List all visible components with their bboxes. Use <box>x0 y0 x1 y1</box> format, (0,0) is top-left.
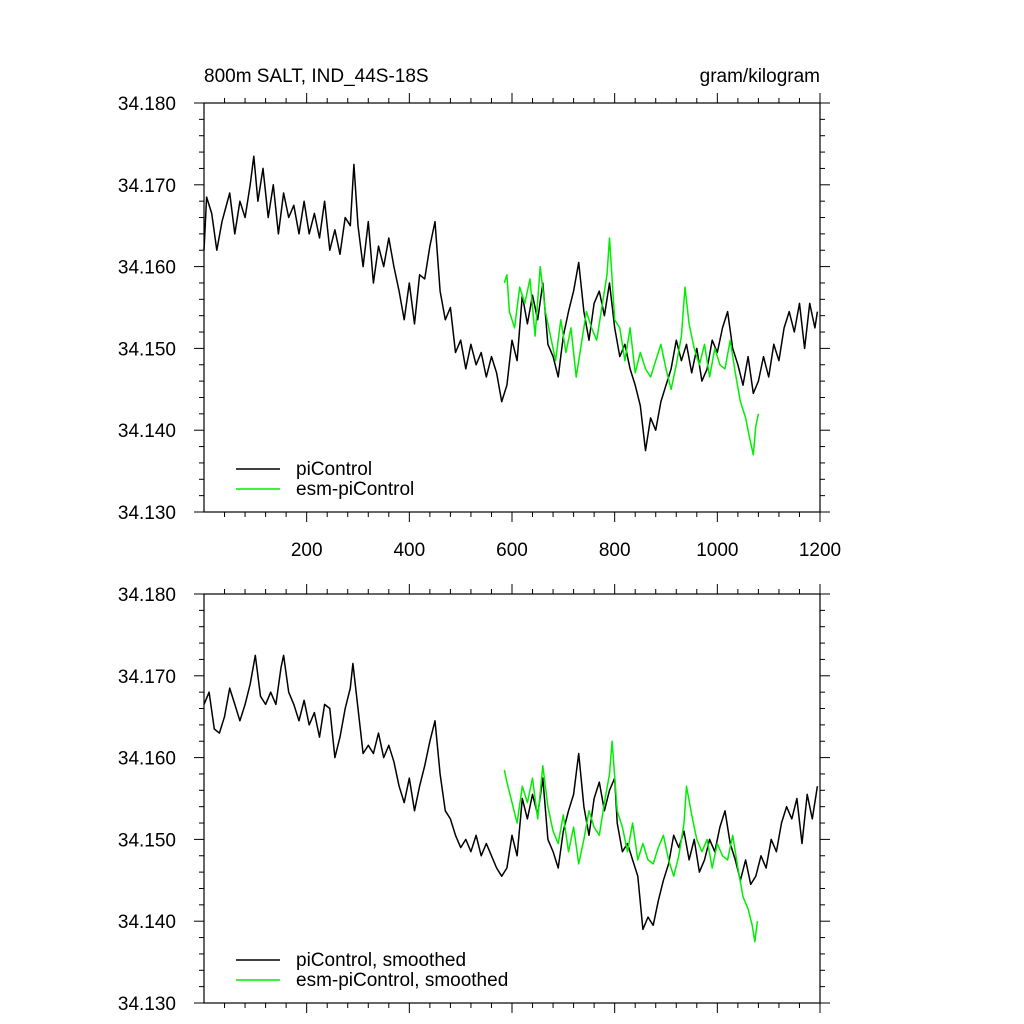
top-x-tick-label: 400 <box>393 540 425 561</box>
top-y-tick-label: 34.160 <box>118 258 176 279</box>
top-y-tick-label: 34.130 <box>118 503 176 524</box>
top-legend-label: piControl <box>296 459 372 480</box>
bottom-series-line-picontrol-smoothed <box>203 654 819 931</box>
top-y-tick-label: 34.170 <box>118 176 176 197</box>
top-series-line-esm-picontrol <box>503 237 760 456</box>
bottom-series-line-esm-picontrol-smoothed <box>503 740 759 943</box>
bottom-legend-label: piControl, smoothed <box>296 950 466 971</box>
bottom-y-tick-label: 34.150 <box>118 830 176 851</box>
bottom-y-tick-label: 34.170 <box>118 667 176 688</box>
top-x-tick-label: 200 <box>291 540 323 561</box>
top-series-line-picontrol <box>203 155 819 452</box>
top-x-tick-label: 600 <box>496 540 528 561</box>
top-x-tick-label: 800 <box>599 540 631 561</box>
top-panel: 200 400 600 800 1000 1200 34.130 34.140 34.150 34… <box>118 93 841 561</box>
top-plot-frame <box>203 102 821 513</box>
top-legend-label: esm-piControl <box>296 479 414 500</box>
bottom-y-tick-label: 34.140 <box>118 912 176 933</box>
bottom-y-tick-label: 34.160 <box>118 749 176 770</box>
bottom-legend-label: esm-piControl, smoothed <box>296 970 508 991</box>
bottom-y-tick-label: 34.180 <box>118 585 176 606</box>
top-y-tick-label: 34.180 <box>118 94 176 115</box>
bottom-plot-frame <box>203 593 821 1004</box>
bottom-y-tick-label: 34.130 <box>118 994 176 1015</box>
top-x-tick-label: 1000 <box>696 540 738 561</box>
top-y-tick-label: 34.140 <box>118 421 176 442</box>
title-left: 800m SALT, IND_44S-18S <box>204 66 429 87</box>
bottom-panel: 34.130 34.140 34.150 34.160 34.170 34.180 piCo… <box>118 584 830 1015</box>
top-plot-area: 200 400 600 800 1000 1200 34.130 34.140 34.150 34… <box>118 93 841 561</box>
title-right: gram/kilogram <box>700 66 820 87</box>
bottom-plot-area: 34.130 34.140 34.150 34.160 34.170 34.180 piCo… <box>118 584 830 1015</box>
top-y-tick-label: 34.150 <box>118 339 176 360</box>
top-x-tick-label: 1200 <box>799 540 841 561</box>
